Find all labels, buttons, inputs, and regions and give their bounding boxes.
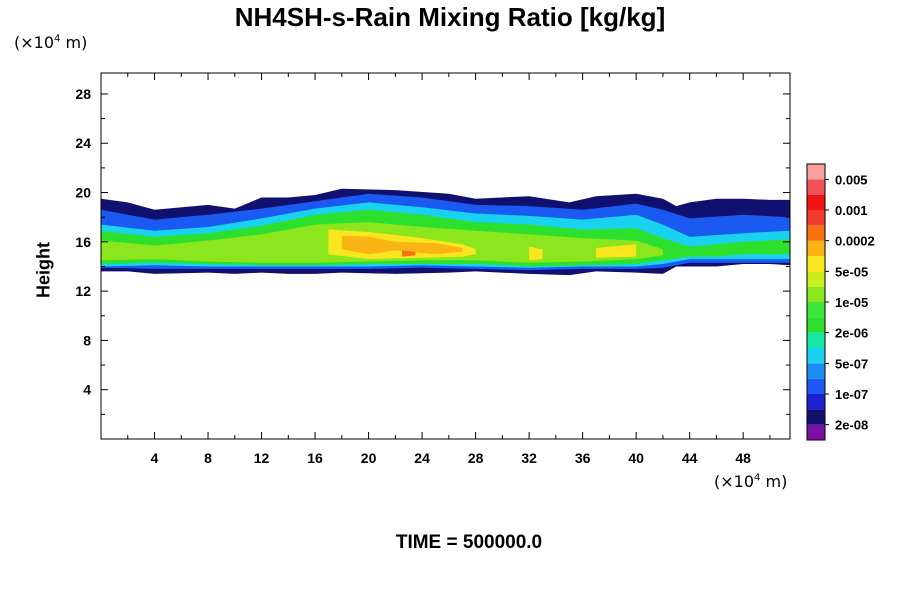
colorbar-swatch — [807, 194, 825, 210]
colorbar-swatch — [807, 317, 825, 333]
field-region-7 — [596, 244, 637, 258]
y-tick-label: 24 — [75, 135, 91, 151]
y-tick-label: 28 — [75, 86, 91, 102]
colorbar-label: 1e-07 — [835, 387, 868, 402]
colorbar-swatch — [807, 240, 825, 256]
y-tick-label: 20 — [75, 185, 91, 201]
colorbar-swatch — [807, 225, 825, 241]
x-axis-unit: (×104 m) — [714, 472, 788, 491]
colorbar-swatch — [807, 424, 825, 440]
x-tick-label: 32 — [521, 450, 537, 466]
x-tick-label: 28 — [468, 450, 484, 466]
colorbar-label: 2e-08 — [835, 418, 868, 433]
y-axis-unit: (×104 m) — [14, 33, 88, 52]
colorbar-label: 5e-05 — [835, 264, 868, 279]
x-tick-label: 44 — [682, 450, 698, 466]
y-tick-label: 4 — [83, 382, 91, 398]
colorbar: 2e-08 1e-07 5e-07 2e-06 1e-05 5e-05 0.0002 0.00… — [806, 163, 875, 441]
colorbar-swatch — [807, 332, 825, 348]
x-tick-label: 24 — [414, 450, 430, 466]
y-tick-label: 8 — [83, 332, 91, 348]
field-region-6 — [529, 246, 543, 261]
colorbar-swatch — [807, 286, 825, 302]
colorbar-swatch — [807, 210, 825, 226]
colorbar-label: 1e-05 — [835, 295, 868, 310]
x-tick-label: 40 — [628, 450, 644, 466]
chart-title: NH4SH-s-Rain Mixing Ratio [kg/kg] — [234, 2, 666, 32]
plot-frame — [100, 72, 791, 440]
colorbar-swatch — [807, 409, 825, 425]
colorbar-swatch — [807, 378, 825, 394]
x-tick-label: 36 — [575, 450, 591, 466]
field-layer — [101, 188, 790, 276]
colorbar-swatch — [807, 179, 825, 195]
x-tick-label: 12 — [254, 450, 270, 466]
y-tick-label: 12 — [75, 283, 91, 299]
x-tick-label: 20 — [361, 450, 377, 466]
x-tick-label: 48 — [735, 450, 751, 466]
colorbar-label: 5e-07 — [835, 356, 868, 371]
time-label: TIME = 500000.0 — [395, 532, 543, 553]
x-tick-label: 4 — [151, 450, 159, 466]
colorbar-swatch — [807, 271, 825, 287]
colorbar-label: 0.0002 — [835, 234, 875, 249]
x-tick-label: 16 — [307, 450, 323, 466]
colorbar-label: 0.001 — [835, 203, 868, 218]
colorbar-swatch — [807, 348, 825, 364]
colorbar-swatch — [807, 363, 825, 379]
colorbar-label: 2e-06 — [835, 326, 868, 341]
colorbar-swatch — [807, 302, 825, 318]
x-tick-label: 8 — [204, 450, 212, 466]
field-region-9 — [402, 250, 416, 257]
colorbar-label: 0.005 — [835, 172, 868, 187]
colorbar-swatch — [807, 164, 825, 180]
field-region-8 — [341, 235, 463, 255]
colorbar-swatch — [807, 256, 825, 272]
y-tick-label: 16 — [75, 234, 91, 250]
colorbar-swatch — [807, 394, 825, 410]
